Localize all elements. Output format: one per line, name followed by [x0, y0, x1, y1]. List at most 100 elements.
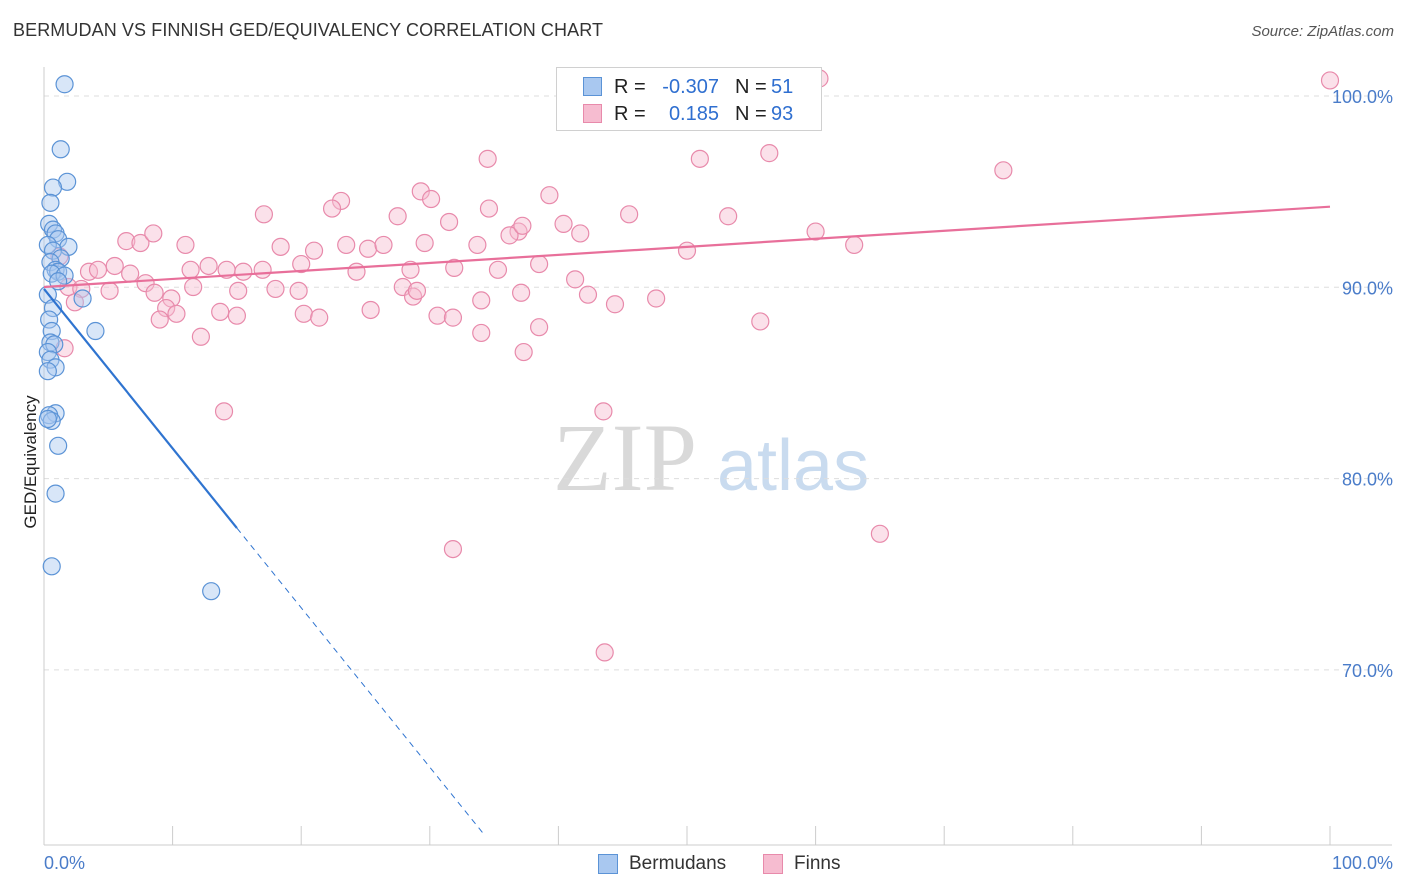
finns-point — [191, 327, 210, 346]
finns-point — [211, 302, 230, 321]
bermudans-point — [202, 582, 221, 601]
bermudans-point — [51, 249, 70, 268]
finns-point — [421, 189, 441, 209]
bermudans-legend-swatch — [598, 854, 618, 874]
n-label: N = — [735, 76, 767, 98]
bermudans-point — [42, 321, 61, 341]
bermudans-legend-label: Bermudans — [629, 853, 727, 874]
y-tick-label: 90.0% — [1342, 278, 1393, 298]
finns-point — [443, 539, 463, 559]
finns-point — [500, 226, 519, 245]
finns-point — [566, 270, 585, 289]
finns-point — [594, 402, 613, 421]
bermudans-point — [86, 321, 105, 341]
finns-point — [100, 281, 119, 300]
finns-point — [292, 254, 311, 274]
finns-point — [304, 241, 324, 260]
finns-point — [845, 235, 864, 255]
finns-point — [407, 281, 427, 300]
watermark-atlas: atlas — [717, 426, 869, 506]
finns-point — [214, 402, 234, 421]
finns-legend-label: Finns — [794, 853, 841, 874]
finns-trend-line — [43, 205, 1331, 289]
finns-point — [751, 312, 770, 331]
finns-point — [294, 304, 313, 323]
finns-point — [150, 310, 169, 329]
y-tick-label: 70.0% — [1342, 661, 1393, 681]
x-tick-labels: 0.0% 100.0% — [44, 853, 1393, 873]
bermudans-trend-line — [43, 288, 238, 529]
x-tick-label: 0.0% — [44, 853, 85, 873]
finns-point — [514, 342, 533, 362]
bermudans-point — [49, 230, 68, 249]
finns-point — [234, 262, 253, 281]
y-tick-labels: 70.0% 80.0% 90.0% 100.0% — [1332, 87, 1393, 681]
r-value-finns: 0.185 — [668, 103, 719, 125]
n-value-bermudans: 51 — [771, 76, 794, 98]
legend-row-finns: R = 0.185 N = 93 — [557, 100, 821, 128]
bermudans-point — [73, 289, 92, 308]
watermark: ZIP atlas — [553, 404, 869, 511]
finns-point — [337, 235, 356, 255]
finns-point — [445, 258, 464, 277]
y-tick-label: 80.0% — [1342, 470, 1393, 490]
y-axis-title: GED/Equivalency — [21, 395, 40, 529]
bermudans-point — [51, 140, 70, 159]
finns-point — [554, 214, 573, 233]
bermudans-point — [49, 436, 68, 455]
finns-point — [184, 277, 203, 297]
finns-point — [530, 318, 549, 337]
finns-point — [144, 224, 163, 243]
finns-point — [253, 260, 272, 279]
finns-point — [358, 239, 378, 258]
finns-point — [439, 212, 459, 232]
gridlines — [44, 95, 1392, 671]
finns-point — [472, 323, 491, 343]
finns-point — [415, 233, 434, 253]
finns-point — [117, 232, 136, 251]
finns-point — [254, 205, 274, 224]
finns-point — [310, 308, 329, 327]
finns-point — [994, 161, 1013, 180]
finns-point — [647, 289, 666, 308]
finns-point — [478, 149, 497, 168]
finns-point — [79, 262, 99, 281]
finns-point — [176, 235, 195, 255]
source-label: Source: ZipAtlas.com — [1251, 23, 1394, 40]
finns-point — [145, 283, 164, 302]
bermudans-point — [42, 557, 61, 576]
finns-point — [121, 264, 140, 283]
chart-title: BERMUDAN VS FINNISH GED/EQUIVALENCY CORR… — [13, 20, 604, 40]
bermudans-point — [46, 484, 65, 503]
finns-point — [719, 207, 738, 226]
n-label: N = — [735, 103, 767, 125]
bermudans-point — [40, 310, 59, 329]
finns-point — [488, 260, 508, 279]
finns-point — [620, 205, 639, 224]
finns-point — [530, 254, 549, 274]
r-value-bermudans: -0.307 — [662, 76, 719, 98]
finns-point — [388, 207, 407, 226]
finns-point — [760, 144, 779, 163]
finns-point — [167, 304, 186, 323]
stats-legend: R = -0.307 N = 51 R = 0.185 N = 93 — [556, 67, 822, 131]
finns-point — [677, 241, 697, 260]
finns-point — [157, 298, 176, 318]
bermudans-point — [43, 241, 63, 260]
n-value-finns: 93 — [771, 103, 794, 125]
finns-point — [271, 237, 290, 256]
finns-legend-swatch — [763, 854, 783, 874]
finns-point — [479, 199, 499, 218]
r-label: R = — [614, 76, 646, 98]
finns-point — [578, 285, 598, 304]
axes — [43, 67, 1392, 846]
finns-point — [322, 199, 342, 218]
finns-point — [361, 300, 380, 320]
finns-point — [199, 256, 218, 276]
legend-row-bermudans: R = -0.307 N = 51 — [557, 73, 821, 101]
finns-point — [571, 224, 590, 243]
bermudans-trend-extension — [236, 527, 486, 837]
bermudans-point — [55, 75, 74, 94]
finns-point — [227, 306, 246, 325]
finns-point — [512, 283, 531, 302]
